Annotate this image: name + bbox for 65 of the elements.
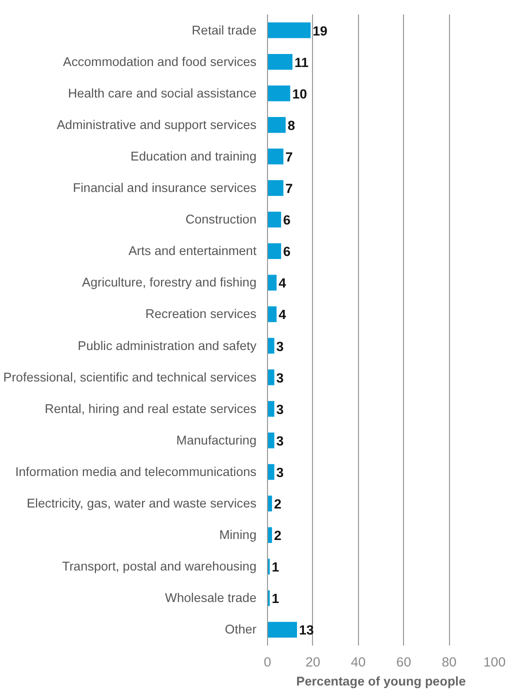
y-tick-label: Other xyxy=(224,622,257,637)
bar xyxy=(268,369,274,386)
data-label: 8 xyxy=(288,118,296,133)
x-tick-label: 20 xyxy=(305,654,320,670)
y-tick-label: Transport, postal and warehousing xyxy=(62,560,257,574)
data-label: 3 xyxy=(276,433,284,448)
y-tick-label: Administrative and support services xyxy=(56,118,257,132)
bar xyxy=(268,22,311,38)
data-label: 2 xyxy=(274,496,282,512)
y-tick-label: Recreation services xyxy=(145,307,257,322)
bar xyxy=(268,400,274,417)
bar xyxy=(268,274,277,291)
y-tick-label: Financial and insurance services xyxy=(72,181,256,196)
data-label: 11 xyxy=(294,54,310,70)
data-label: 6 xyxy=(283,244,291,260)
y-tick-label: Information media and telecommunications xyxy=(15,464,256,479)
y-tick-label: Agriculture, forestry and fishing xyxy=(82,276,257,290)
data-label: 3 xyxy=(276,402,284,417)
bar xyxy=(268,243,282,260)
x-axis-title: Percentage of young people xyxy=(296,674,466,688)
bar xyxy=(268,306,277,322)
x-tick-label: 0 xyxy=(264,654,272,670)
y-tick-label: Arts and entertainment xyxy=(128,244,257,258)
x-tick-label: 60 xyxy=(396,654,412,670)
bar xyxy=(268,212,282,228)
bar xyxy=(268,180,284,196)
data-label: 2 xyxy=(274,528,282,544)
bar xyxy=(268,464,274,480)
y-tick-label: Construction xyxy=(185,212,257,227)
bar xyxy=(268,85,290,102)
data-label: 1 xyxy=(272,560,280,575)
data-label: 3 xyxy=(276,338,284,354)
x-tick-label: 40 xyxy=(350,654,366,670)
bar xyxy=(268,622,298,638)
bar xyxy=(268,527,272,543)
y-tick-label: Public administration and safety xyxy=(78,338,258,353)
data-label: 3 xyxy=(276,370,284,386)
data-label: 10 xyxy=(292,86,308,102)
y-tick-label: Education and training xyxy=(130,149,256,164)
data-label: 7 xyxy=(285,149,293,164)
x-tick-label: 80 xyxy=(442,654,457,670)
y-tick-label: Wholesale trade xyxy=(165,591,257,606)
data-label: 1 xyxy=(272,591,280,606)
y-tick-label: Retail trade xyxy=(192,23,257,38)
bar xyxy=(268,496,272,512)
bar xyxy=(268,54,292,70)
y-tick-label: Manufacturing xyxy=(176,433,256,448)
y-tick-label: Health care and social assistance xyxy=(68,86,257,100)
data-label: 3 xyxy=(276,464,284,480)
y-tick-label: Professional, scientific and technical services xyxy=(3,370,257,384)
bar xyxy=(268,338,274,354)
y-tick-label: Mining xyxy=(219,528,257,542)
y-tick-label: Accommodation and food services xyxy=(63,54,257,69)
data-label: 6 xyxy=(283,212,291,228)
y-tick-label: Electricity, gas, water and waste services xyxy=(26,496,257,511)
data-label: 4 xyxy=(278,307,287,322)
y-tick-label: Rental, hiring and real estate services xyxy=(44,402,257,416)
data-label: 7 xyxy=(285,181,293,196)
bar xyxy=(268,148,284,164)
bar xyxy=(268,117,286,133)
data-label: 19 xyxy=(312,23,328,38)
x-tick-label: 100 xyxy=(483,654,506,670)
bar xyxy=(268,432,274,448)
data-label: 13 xyxy=(299,622,314,638)
data-label: 4 xyxy=(278,276,287,291)
